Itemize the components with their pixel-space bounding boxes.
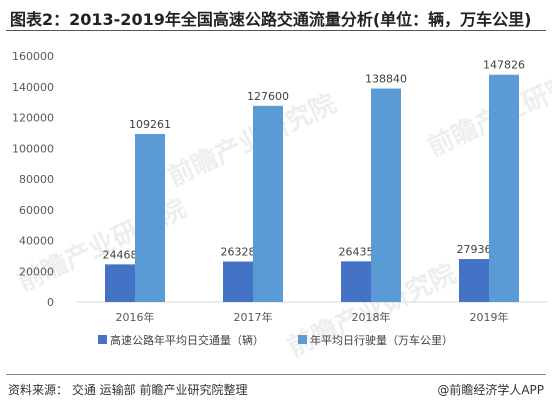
bar-chart: 0 20000 40000 60000 80000 100000 120000 140000 1… <box>12 50 548 347</box>
legend-swatch <box>98 335 107 344</box>
data-label: 109261 <box>129 118 171 131</box>
chart-title: 图表2：2013-2019年全国高速公路交通流量分析(单位：辆，万车公里) <box>10 10 532 29</box>
bar-daily-mileage <box>371 88 401 302</box>
y-tick-label: 100000 <box>12 142 54 155</box>
y-tick-label: 60000 <box>19 204 54 217</box>
data-label: 147826 <box>483 59 525 72</box>
y-tick-label: 160000 <box>12 50 54 63</box>
x-tick-label: 2019年 <box>470 310 509 324</box>
data-label: 26328 <box>221 246 256 259</box>
y-tick-label: 0 <box>47 296 54 309</box>
x-tick-label: 2018年 <box>352 310 391 324</box>
x-tick-label: 2017年 <box>234 310 273 324</box>
bar-daily-traffic <box>459 259 489 302</box>
data-label: 26435 <box>339 245 374 258</box>
y-tick-label: 120000 <box>12 112 54 125</box>
legend-label: 高速公路年平均日交通量（辆） <box>110 333 264 347</box>
data-label: 138840 <box>365 73 407 86</box>
bar-daily-traffic <box>223 261 253 302</box>
bar-daily-traffic <box>341 261 371 302</box>
y-tick-label: 20000 <box>19 265 54 278</box>
y-tick-label: 140000 <box>12 81 54 94</box>
legend-swatch <box>298 335 307 344</box>
bar-daily-mileage <box>253 105 283 302</box>
bar-daily-traffic <box>105 264 135 302</box>
bar-daily-mileage <box>489 74 519 302</box>
y-tick-label: 40000 <box>19 235 54 248</box>
data-label: 127600 <box>247 90 289 103</box>
data-label: 27936 <box>457 243 492 256</box>
bar-daily-mileage <box>135 134 165 302</box>
legend-label: 年平均日行驶量（万车公里） <box>310 333 453 347</box>
x-tick-label: 2016年 <box>116 310 155 324</box>
footer-divider <box>6 374 546 375</box>
y-tick-label: 80000 <box>19 173 54 186</box>
brand-credit: @前瞻经济学人APP <box>437 383 544 397</box>
title-divider <box>6 30 546 31</box>
source-note: 资料来源： 交通 运输部 前瞻产业研究院整理 <box>8 383 248 397</box>
data-label: 24468 <box>103 248 138 261</box>
